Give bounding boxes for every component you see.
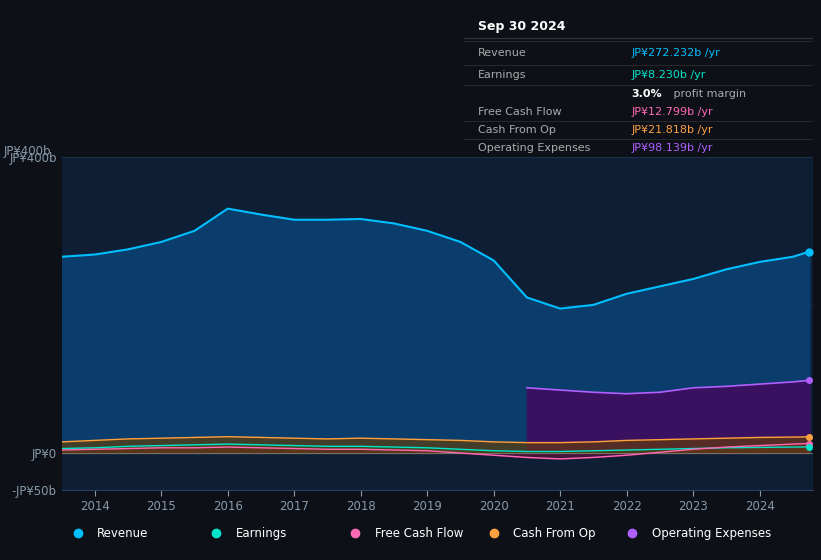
Text: profit margin: profit margin — [671, 89, 746, 99]
Text: JP¥12.799b /yr: JP¥12.799b /yr — [631, 107, 713, 117]
Text: Operating Expenses: Operating Expenses — [478, 143, 590, 153]
Text: Free Cash Flow: Free Cash Flow — [374, 527, 463, 540]
Text: Cash From Op: Cash From Op — [513, 527, 596, 540]
Text: JP¥272.232b /yr: JP¥272.232b /yr — [631, 48, 720, 58]
Text: Cash From Op: Cash From Op — [478, 125, 556, 135]
Text: JP¥400b: JP¥400b — [4, 144, 52, 158]
Text: Revenue: Revenue — [478, 48, 526, 58]
Text: Free Cash Flow: Free Cash Flow — [478, 107, 562, 117]
Text: Operating Expenses: Operating Expenses — [652, 527, 772, 540]
Text: Earnings: Earnings — [478, 70, 526, 80]
Text: JP¥8.230b /yr: JP¥8.230b /yr — [631, 70, 706, 80]
Text: 3.0%: 3.0% — [631, 89, 662, 99]
Text: JP¥21.818b /yr: JP¥21.818b /yr — [631, 125, 713, 135]
Text: Earnings: Earnings — [236, 527, 287, 540]
Text: Revenue: Revenue — [97, 527, 149, 540]
Text: Sep 30 2024: Sep 30 2024 — [478, 20, 566, 32]
Text: JP¥98.139b /yr: JP¥98.139b /yr — [631, 143, 713, 153]
